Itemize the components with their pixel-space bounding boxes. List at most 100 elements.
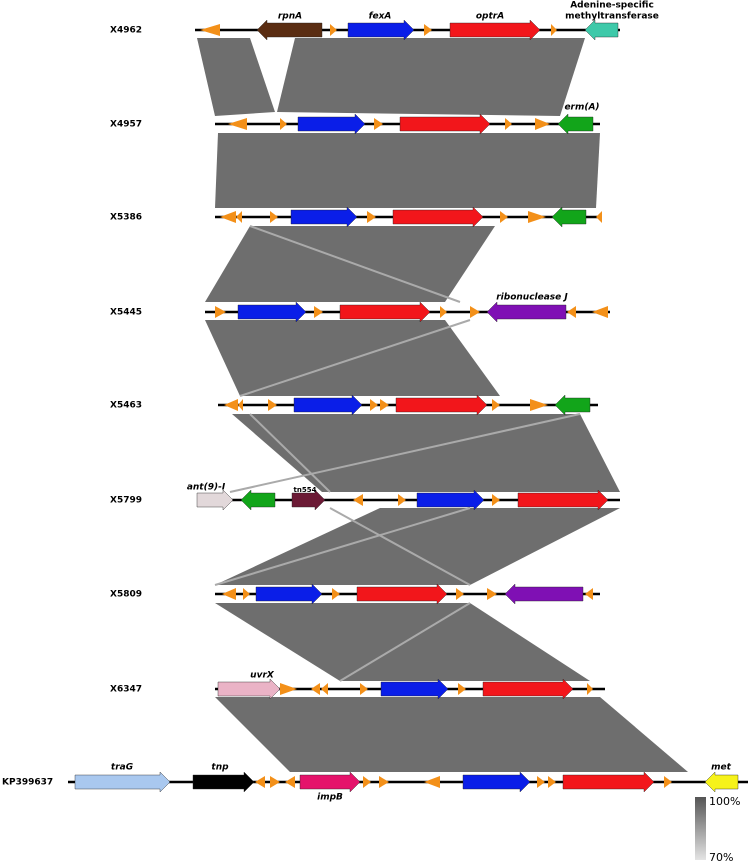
gene-arrow xyxy=(492,494,500,506)
gene-arrow xyxy=(347,19,415,41)
gene-arrow xyxy=(585,588,593,600)
gene-arrow xyxy=(332,588,340,600)
gene-arrow xyxy=(492,399,500,411)
gene-arrow xyxy=(664,776,672,788)
similarity-ribbon xyxy=(232,414,620,492)
gene-arrow xyxy=(592,306,608,318)
gene-arrow xyxy=(255,583,323,605)
gene-arrow xyxy=(339,301,431,323)
gene-label: rpnA xyxy=(278,12,302,22)
gene-arrow xyxy=(74,771,171,793)
track-label: KP399637 xyxy=(2,778,53,788)
gene-label: impB xyxy=(317,793,343,803)
gene-arrow xyxy=(500,211,508,223)
gene-label: methyltransferase xyxy=(565,12,659,22)
gene-arrow xyxy=(416,489,485,511)
gene-arrow xyxy=(224,399,238,411)
scale-max: 100% xyxy=(709,795,740,808)
gene-arrow xyxy=(584,19,619,41)
gene-arrow xyxy=(504,583,584,605)
track-label: X5799 xyxy=(110,496,142,506)
gene-arrow xyxy=(363,776,371,788)
gene-arrow xyxy=(280,118,287,130)
gene-arrow xyxy=(280,683,297,695)
track-label: X5445 xyxy=(110,308,142,318)
gene-arrow xyxy=(238,399,243,411)
gene-arrow xyxy=(458,683,466,695)
similarity-link xyxy=(249,225,461,303)
gene-arrow xyxy=(537,776,545,788)
gene-arrow xyxy=(360,683,368,695)
gene-arrow xyxy=(311,683,320,695)
gene-arrow xyxy=(192,771,255,793)
gene-label: ant(9)-I xyxy=(187,483,226,493)
similarity-ribbon xyxy=(215,697,688,772)
gene-arrow xyxy=(255,776,265,788)
gene-arrow xyxy=(293,394,363,416)
gene-arrow xyxy=(228,118,247,130)
similarity-link xyxy=(229,413,581,493)
gene-arrow xyxy=(562,771,655,793)
similarity-link xyxy=(329,507,471,586)
similarity-ribbon xyxy=(197,38,275,116)
gene-arrow xyxy=(299,771,361,793)
gene-label: uvrX xyxy=(250,671,275,681)
gene-arrow xyxy=(285,776,295,788)
gene-arrow xyxy=(505,118,512,130)
gene-label: met xyxy=(711,763,731,773)
gene-arrow xyxy=(395,394,488,416)
gene-arrow xyxy=(704,771,739,793)
gene-arrow xyxy=(398,494,406,506)
gene-arrow xyxy=(367,211,376,223)
similarity-ribbon xyxy=(215,603,590,681)
similarity-ribbon xyxy=(205,226,495,302)
scale-min: 70% xyxy=(709,851,733,864)
gene-label: fexA xyxy=(369,12,392,22)
gene-arrow xyxy=(380,399,389,411)
similarity-link xyxy=(214,507,471,586)
gene-arrow xyxy=(297,113,366,135)
gene-label: tn554 xyxy=(294,486,317,494)
gene-arrow xyxy=(236,211,242,223)
gene-arrow xyxy=(530,399,548,411)
similarity-ribbon xyxy=(277,38,585,116)
identity-scale xyxy=(695,797,706,860)
gene-arrow xyxy=(548,776,556,788)
gene-arrow xyxy=(370,399,378,411)
gene-label: ribonuclease J xyxy=(496,293,568,303)
gene-label: Adenine-specific xyxy=(570,1,654,11)
gene-arrow xyxy=(321,683,328,695)
track-label: X6347 xyxy=(110,685,142,695)
gene-arrow xyxy=(356,583,448,605)
similarity-ribbon xyxy=(215,508,620,585)
gene-arrow xyxy=(462,771,531,793)
gene-label: tnp xyxy=(211,763,229,773)
gene-arrow xyxy=(220,211,236,223)
gene-arrow xyxy=(270,776,280,788)
gene-arrow xyxy=(551,206,587,228)
gene-arrow xyxy=(440,306,447,318)
gene-arrow xyxy=(268,399,277,411)
gene-arrow xyxy=(554,394,591,416)
track-label: X5463 xyxy=(110,401,142,411)
gene-arrow xyxy=(270,211,278,223)
gene-arrow xyxy=(587,683,593,695)
gene-arrow xyxy=(557,113,594,135)
gene-arrow xyxy=(487,588,497,600)
gene-arrow xyxy=(380,678,449,700)
gene-arrow xyxy=(217,678,281,700)
similarity-ribbon xyxy=(215,133,600,208)
gene-arrow xyxy=(596,211,602,223)
track-label: X5386 xyxy=(110,213,142,223)
gene-arrow xyxy=(535,118,550,130)
gene-arrow xyxy=(424,24,432,36)
gene-arrow xyxy=(392,206,484,228)
gene-arrow xyxy=(424,776,440,788)
gene-arrow xyxy=(196,489,234,511)
gene-arrow xyxy=(449,19,541,41)
gene-arrow xyxy=(379,776,389,788)
gene-label: optrA xyxy=(476,12,504,22)
gene-arrow xyxy=(374,118,383,130)
similarity-link xyxy=(249,413,331,493)
